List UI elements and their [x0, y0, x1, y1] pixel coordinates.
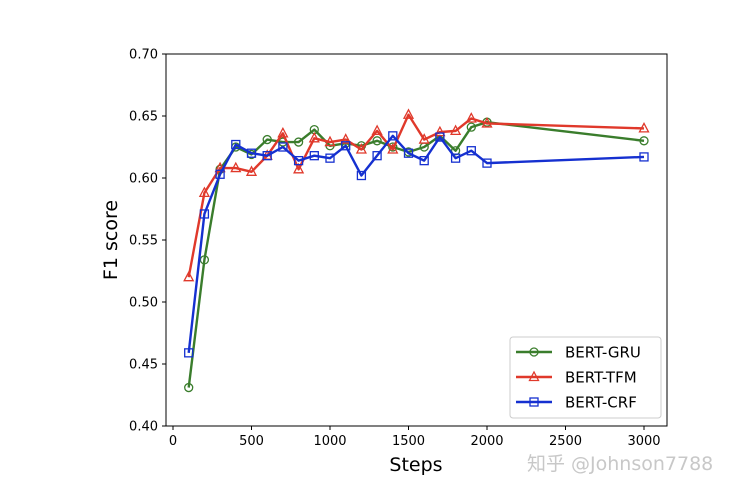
x-axis-label: Steps	[389, 454, 442, 476]
legend-label: BERT-CRF	[565, 394, 637, 412]
triangle-marker	[183, 270, 195, 282]
triangle-marker	[387, 143, 399, 154]
square-marker	[309, 151, 319, 161]
square-marker	[199, 209, 210, 219]
square-marker	[639, 152, 649, 162]
triangle-marker	[214, 161, 226, 173]
triangle-marker	[371, 124, 383, 136]
triangle-marker	[230, 161, 242, 173]
circle-marker	[388, 142, 398, 152]
x-tick-label: 1500	[392, 434, 425, 449]
y-tick-label: 0.55	[129, 234, 158, 249]
square-marker	[450, 153, 461, 163]
triangle-marker	[245, 165, 258, 176]
triangle-marker	[308, 131, 320, 143]
y-tick-label: 0.45	[129, 358, 158, 373]
square-marker	[262, 151, 272, 161]
x-tick-label: 2000	[470, 434, 503, 449]
triangle-marker	[198, 186, 210, 198]
square-marker	[388, 131, 398, 141]
square-marker	[482, 158, 492, 168]
y-tick-label: 0.50	[129, 296, 158, 311]
x-tick-label: 2500	[549, 434, 582, 449]
circle-marker	[293, 137, 304, 147]
square-marker	[356, 170, 367, 181]
watermark: 知乎 @Johnson7788	[527, 453, 714, 475]
x-tick-label: 500	[239, 434, 264, 449]
circle-marker	[184, 382, 194, 393]
circle-marker	[372, 136, 382, 146]
x-tick-label: 3000	[627, 434, 660, 449]
axes: 0.40 0.45 0.50 0.55 0.60 0.65 0.70 0 500 1000 1500…	[129, 48, 668, 449]
legend: BERT-GRU BERT-TFM BERT-CRF	[509, 336, 662, 419]
square-marker	[435, 132, 445, 142]
series-bert-tfm	[183, 108, 650, 282]
square-marker	[231, 139, 241, 150]
triangle-marker	[340, 133, 352, 144]
legend-label: BERT-TFM	[565, 369, 637, 387]
circle-marker	[529, 347, 539, 357]
square-marker	[419, 155, 429, 166]
y-tick-label: 0.65	[129, 110, 158, 125]
y-tick-label: 0.60	[129, 172, 158, 187]
square-marker	[341, 141, 351, 151]
series-bert-crf	[184, 131, 649, 358]
series-line	[187, 134, 645, 353]
triangle-marker	[481, 117, 493, 128]
square-marker	[466, 146, 476, 156]
triangle-marker	[528, 370, 540, 382]
square-marker	[278, 142, 288, 152]
triangle-marker	[402, 108, 415, 119]
circle-marker	[639, 136, 649, 146]
legend-label: BERT-GRU	[565, 344, 641, 362]
triangle-marker	[434, 125, 446, 137]
series-line	[187, 113, 645, 278]
x-tick-label: 1000	[313, 434, 346, 449]
square-marker	[246, 148, 257, 158]
square-marker	[372, 151, 382, 161]
triangle-marker	[355, 143, 367, 154]
triangle-marker	[293, 162, 305, 174]
y-tick-label: 0.70	[129, 48, 158, 63]
square-marker	[215, 169, 225, 179]
square-marker	[325, 153, 335, 163]
legend-item-bert-tfm: BERT-TFM	[516, 369, 637, 387]
square-marker	[403, 148, 414, 158]
triangle-marker	[465, 112, 477, 123]
circle-marker	[466, 122, 476, 132]
triangle-marker	[638, 122, 650, 133]
circle-marker	[262, 134, 272, 145]
triangle-marker	[418, 133, 430, 144]
y-tick-label: 0.40	[129, 420, 158, 435]
legend-item-bert-gru: BERT-GRU	[516, 344, 641, 362]
square-marker	[184, 348, 194, 358]
square-marker	[529, 397, 539, 407]
x-tick-label: 0	[169, 434, 177, 449]
legend-box	[509, 336, 662, 419]
triangle-marker	[450, 124, 462, 136]
legend-item-bert-crf: BERT-CRF	[516, 394, 637, 412]
series-layer	[183, 108, 650, 393]
triangle-marker	[277, 126, 289, 138]
y-axis-label: F1 score	[100, 200, 122, 280]
square-marker	[293, 155, 304, 166]
triangle-marker	[324, 135, 336, 147]
